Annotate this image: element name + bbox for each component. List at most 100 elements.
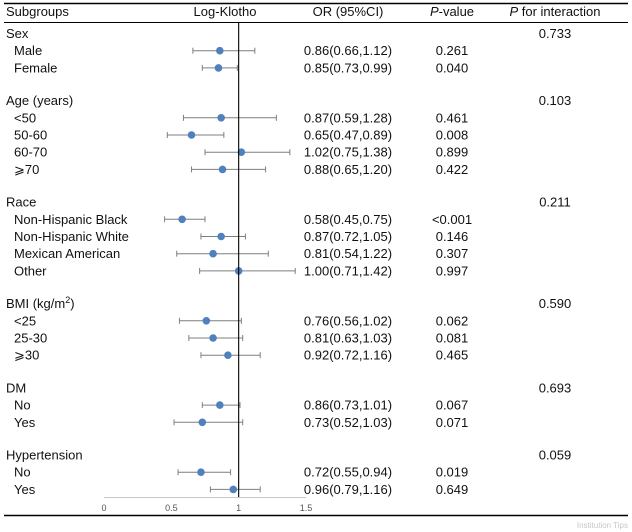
p-value-text: 0.040 xyxy=(436,60,469,75)
table-header-row: Subgroups Log-Klotho OR (95%CI) P-value P fo… xyxy=(6,4,601,19)
p-value-text: 0.461 xyxy=(436,110,469,125)
table-rules xyxy=(4,2,628,517)
or-point xyxy=(217,114,225,122)
subgroup-label: No xyxy=(14,398,31,413)
group-label-text: BMI (kg/m xyxy=(6,296,65,311)
group-label-text: DM xyxy=(6,380,26,395)
subgroup-label: 60-70 xyxy=(14,145,47,160)
or-ci-text: 0.73(0.52,1.03) xyxy=(304,415,392,430)
watermark-text: Institution Tips xyxy=(577,521,628,530)
group-label-text: Sex xyxy=(6,26,29,41)
or-ci-text: 0.72(0.55,0.94) xyxy=(304,465,392,480)
or-ci-text: 0.85(0.73,0.99) xyxy=(304,60,392,75)
p-interaction-value: 0.693 xyxy=(539,380,572,395)
x-tick-label: 1.5 xyxy=(300,503,313,513)
subgroup-label: No xyxy=(14,465,31,480)
or-ci-text: 0.86(0.73,1.01) xyxy=(304,398,392,413)
p-interaction-value: 0.059 xyxy=(539,448,572,463)
or-point xyxy=(217,232,225,241)
subgroup-label: <25 xyxy=(14,313,36,328)
or-ci-text: 0.81(0.54,1.22) xyxy=(304,246,392,261)
p-value-text: 0.062 xyxy=(436,313,469,328)
or-ci-text: 1.02(0.75,1.38) xyxy=(304,145,392,160)
p-interaction-value: 0.590 xyxy=(539,296,572,311)
p-interaction-value: 0.211 xyxy=(539,195,571,210)
subgroup-label: Non-Hispanic White xyxy=(14,229,129,244)
p-value-text: 0.997 xyxy=(436,263,469,278)
table-body: Sex 0.733 Male 0.86(0.66,1.12) 0.261 Female 0.… xyxy=(6,26,571,497)
or-point xyxy=(187,131,196,139)
group-label: Race xyxy=(6,195,36,210)
subgroup-label: Yes xyxy=(14,415,36,430)
p-value-text: 0.465 xyxy=(436,348,469,363)
subgroup-label: ⩾30 xyxy=(14,348,39,363)
or-point xyxy=(197,468,205,477)
subgroup-label: Other xyxy=(14,263,47,278)
subgroup-label: Yes xyxy=(14,482,36,497)
plot-area xyxy=(164,22,296,497)
header-pint-rest: for interaction xyxy=(518,4,600,19)
x-tick-label: 0.5 xyxy=(165,503,178,513)
or-ci-text: 0.86(0.66,1.12) xyxy=(304,43,392,58)
or-point xyxy=(202,317,211,325)
p-interaction-value: 0.103 xyxy=(539,93,572,108)
group-label-end: ) xyxy=(70,296,74,311)
p-value-text: 0.307 xyxy=(436,246,469,261)
group-label: Age (years) xyxy=(6,93,73,108)
or-point xyxy=(218,165,227,174)
p-interaction-value: 0.733 xyxy=(539,26,572,41)
group-label: BMI (kg/m2) xyxy=(6,295,75,311)
subgroup-label: 25-30 xyxy=(14,331,47,346)
subgroup-label: Female xyxy=(14,60,57,75)
or-point xyxy=(229,485,238,494)
p-value-text: 0.899 xyxy=(436,145,469,160)
group-label: Hypertension xyxy=(6,448,83,463)
or-ci-text: 0.58(0.45,0.75) xyxy=(304,212,392,227)
p-value-text: 0.146 xyxy=(436,229,469,244)
header-p-interaction: P for interaction xyxy=(509,4,600,19)
group-label-text: Hypertension xyxy=(6,448,83,463)
or-point xyxy=(178,215,186,224)
subgroup-label: ⩾70 xyxy=(14,162,39,177)
or-point xyxy=(216,401,224,409)
header-subgroups: Subgroups xyxy=(6,4,69,19)
group-label-sup: 2 xyxy=(65,295,70,305)
p-value-text: 0.261 xyxy=(436,43,469,58)
p-value-text: 0.008 xyxy=(436,128,469,143)
subgroup-label: Mexican American xyxy=(14,246,120,261)
or-point xyxy=(209,249,217,258)
header-p-value: P-value xyxy=(430,4,474,19)
or-ci-text: 0.81(0.63,1.03) xyxy=(304,331,392,346)
p-value-text: 0.422 xyxy=(436,162,469,177)
header-p-italic: P xyxy=(430,4,439,19)
or-ci-text: 0.96(0.79,1.16) xyxy=(304,482,392,497)
header-log-klotho: Log-Klotho xyxy=(194,4,257,19)
or-point xyxy=(237,148,246,156)
or-ci-text: 0.87(0.59,1.28) xyxy=(304,110,392,125)
or-point xyxy=(214,64,223,72)
subgroup-label: 50-60 xyxy=(14,128,47,143)
or-ci-text: 0.92(0.72,1.16) xyxy=(304,348,392,363)
header-or-ci: OR (95%CI) xyxy=(313,4,384,19)
x-axis: 0 0.5 1 1.5 xyxy=(101,497,313,513)
x-tick-label: 1 xyxy=(236,503,241,513)
subgroup-label: <50 xyxy=(14,110,36,125)
header-p-rest: -value xyxy=(439,4,474,19)
x-tick-label: 0 xyxy=(101,503,106,513)
or-ci-text: 0.87(0.72,1.05) xyxy=(304,229,392,244)
p-value-text: 0.649 xyxy=(436,482,469,497)
p-value-text: 0.067 xyxy=(436,398,469,413)
group-label-text: Age (years) xyxy=(6,93,73,108)
group-label: Sex xyxy=(6,26,29,41)
subgroup-label: Non-Hispanic Black xyxy=(14,212,128,227)
header-pint-italic: P xyxy=(509,4,518,19)
p-value-text: <0.001 xyxy=(432,212,472,227)
or-point xyxy=(224,351,232,360)
or-point xyxy=(216,46,224,55)
or-ci-text: 1.00(0.71,1.42) xyxy=(304,263,392,278)
group-label: DM xyxy=(6,380,26,395)
subgroup-label: Male xyxy=(14,43,42,58)
p-value-text: 0.019 xyxy=(436,465,469,480)
